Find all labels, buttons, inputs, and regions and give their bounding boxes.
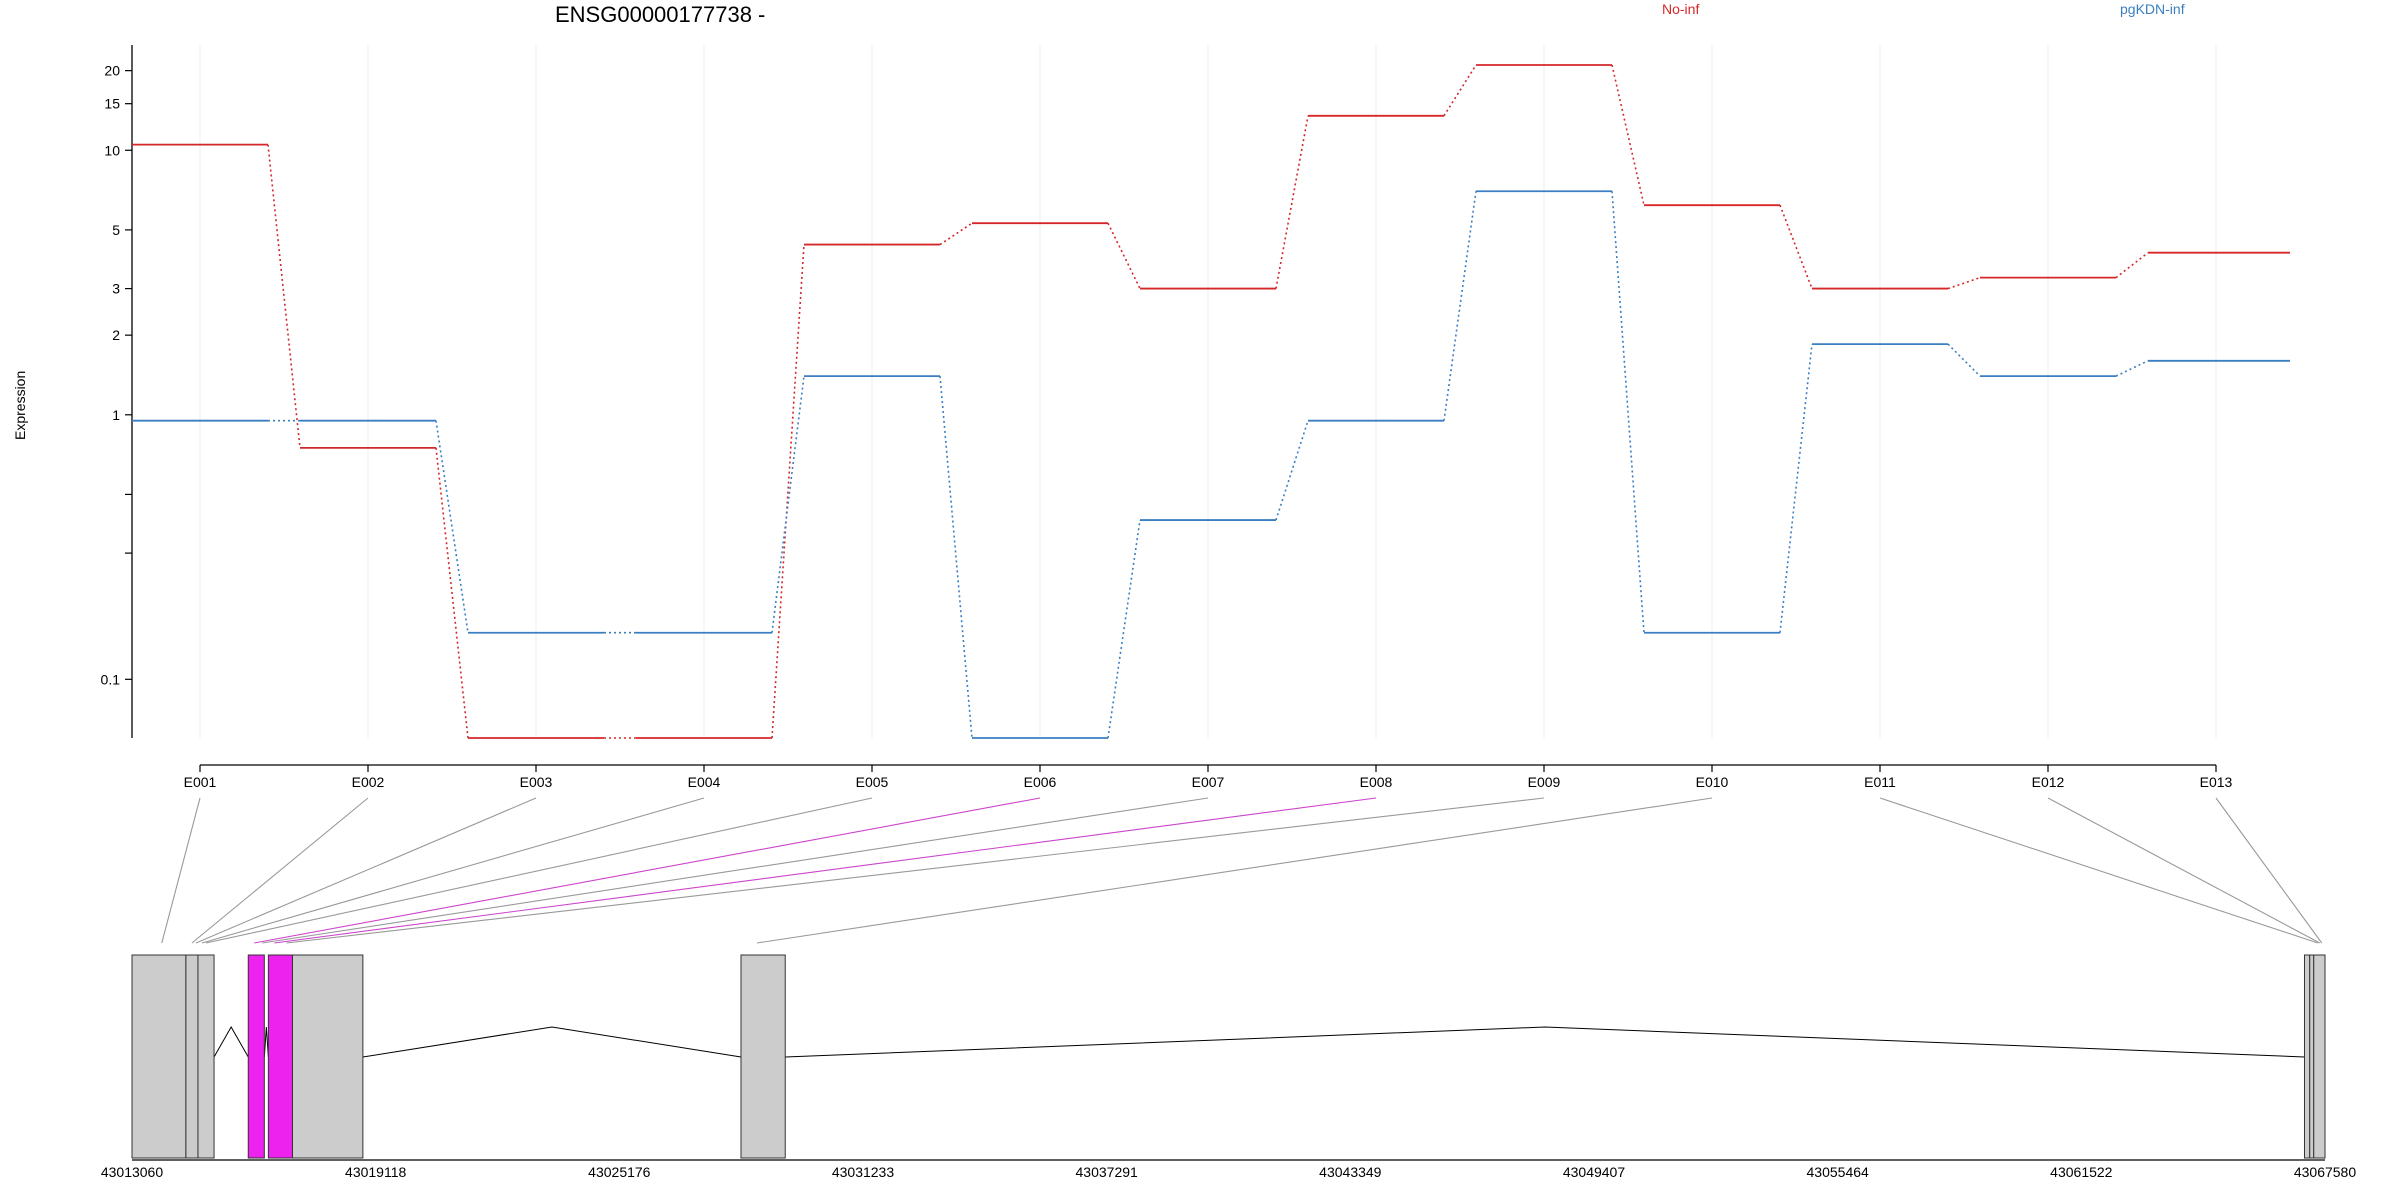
- x-tick-label-E005: E005: [856, 774, 889, 790]
- exon-connector-E008: [274, 797, 1377, 944]
- connector-No-inf-E010: [1779, 204, 1813, 289]
- exon-connector-E003: [195, 797, 537, 944]
- legend-item-pgkdn-inf: pgKDN-inf: [2120, 1, 2185, 17]
- series-pgKDN-inf: [132, 190, 2290, 739]
- connector-pgKDN-inf-E004: [771, 376, 805, 633]
- gene-model: [131, 954, 2326, 1159]
- coord-tick-label-43019118: 43019118: [345, 1164, 406, 1180]
- coord-tick-label-43013060: 43013060: [101, 1164, 164, 1180]
- exon-connector-E011: [1879, 797, 2318, 944]
- x-tick-label-E008: E008: [1360, 774, 1393, 790]
- y-tick-label-3: 3: [112, 281, 120, 297]
- connector-No-inf-E005: [939, 222, 973, 246]
- y-tick-label-0.1: 0.1: [101, 671, 121, 687]
- connector-No-inf-E004: [771, 244, 805, 739]
- connector-pgKDN-inf-E011: [1947, 343, 1981, 377]
- y-tick-label-10: 10: [104, 142, 120, 158]
- connector-pgKDN-inf-E002: [435, 420, 469, 633]
- grid-lines: [199, 45, 2217, 738]
- x-tick-label-E012: E012: [2032, 774, 2065, 790]
- x-tick-labels: E001 E002 E003 E004 E005 E006 E007 E008 E009 E010…: [184, 774, 2233, 790]
- axes: 0.1 1 2 3 5 10 15 20: [101, 45, 2217, 772]
- x-tick-label-E010: E010: [1696, 774, 1729, 790]
- connector-No-inf-E012: [2115, 252, 2149, 279]
- x-tick-label-E006: E006: [1024, 774, 1057, 790]
- exon-connector-E006: [254, 797, 1041, 944]
- intron-E003-E004: [213, 1025, 249, 1058]
- connector-No-inf-E007: [1275, 115, 1309, 289]
- intron-E007-E008: [785, 1026, 2305, 1058]
- exon-connectors: [161, 797, 2323, 944]
- connector-pgKDN-inf-E007: [1275, 420, 1309, 521]
- exon-connector-E002: [191, 797, 369, 944]
- connector-pgKDN-inf-E006: [1107, 519, 1141, 739]
- x-tick-label-E013: E013: [2200, 774, 2233, 790]
- x-tick-label-E002: E002: [352, 774, 385, 790]
- exon-connector-E007: [262, 797, 1209, 944]
- x-tick-label-E011: E011: [1864, 774, 1896, 790]
- series-No-inf: [132, 64, 2290, 739]
- exon-box-E007: [740, 954, 786, 1159]
- connector-No-inf-E008: [1443, 64, 1477, 117]
- exon-box-E010: [2313, 954, 2326, 1159]
- exon-connector-E012: [2047, 797, 2321, 944]
- coord-tick-label-43055464: 43055464: [1807, 1164, 1870, 1180]
- y-tick-label-15: 15: [104, 96, 120, 112]
- x-tick-label-E001: E001: [184, 774, 217, 790]
- exon-box-E008: [2303, 954, 2311, 1159]
- intron-E004-E005: [263, 1026, 269, 1058]
- coord-tick-label-43067580: 43067580: [2294, 1164, 2357, 1180]
- intron-E006-E007: [362, 1026, 742, 1058]
- coord-tick-label-43025176: 43025176: [588, 1164, 651, 1180]
- legend-item-no-inf: No-inf: [1662, 1, 1700, 17]
- exon-connector-E004: [201, 797, 705, 944]
- coordinate-axis: 43013060 43019118 43025176 43031233 43037291…: [101, 1159, 2357, 1180]
- exon-box-E003: [197, 954, 215, 1159]
- exon-connector-E001: [161, 797, 201, 944]
- exon-box-E001: [131, 954, 187, 1159]
- coord-tick-label-43061522: 43061522: [2050, 1164, 2113, 1180]
- coord-tick-label-43031233: 43031233: [832, 1164, 895, 1180]
- connector-No-inf-E011: [1947, 276, 1981, 290]
- exon-box-E009: [2309, 954, 2315, 1159]
- x-tick-label-E004: E004: [688, 774, 721, 790]
- connector-No-inf-E009: [1611, 64, 1645, 206]
- y-tick-label-1: 1: [112, 407, 120, 423]
- y-tick-label-2: 2: [112, 327, 120, 343]
- connector-No-inf-E002: [435, 447, 469, 739]
- exon-connector-E010: [756, 797, 1713, 944]
- connector-pgKDN-inf-E010: [1779, 344, 1813, 633]
- chart-title: ENSG00000177738 -: [555, 2, 766, 27]
- x-tick-label-E003: E003: [520, 774, 553, 790]
- x-tick-label-E007: E007: [1192, 774, 1225, 790]
- connector-pgKDN-inf-E005: [939, 376, 973, 739]
- x-tick-label-E009: E009: [1528, 774, 1561, 790]
- exon-connector-E005: [205, 797, 873, 944]
- exon-box-E006: [291, 954, 364, 1159]
- connector-pgKDN-inf-E012: [2115, 360, 2149, 377]
- y-tick-label-5: 5: [112, 222, 120, 238]
- coord-tick-label-43037291: 43037291: [1076, 1164, 1139, 1180]
- y-tick-label-20: 20: [104, 63, 120, 79]
- exon-box-E005: [267, 954, 293, 1159]
- connector-No-inf-E006: [1107, 222, 1141, 289]
- series-lines: [132, 64, 2290, 739]
- exon-box-E004: [247, 954, 265, 1159]
- exon-connector-E013: [2215, 797, 2323, 944]
- connector-pgKDN-inf-E009: [1611, 191, 1645, 633]
- exon-box-E002: [185, 954, 199, 1159]
- exon-connector-E009: [286, 797, 1545, 944]
- coord-tick-label-43049407: 43049407: [1563, 1164, 1626, 1180]
- connector-pgKDN-inf-E008: [1443, 191, 1477, 421]
- connector-No-inf-E001: [267, 144, 301, 448]
- coord-tick-label-43043349: 43043349: [1319, 1164, 1382, 1180]
